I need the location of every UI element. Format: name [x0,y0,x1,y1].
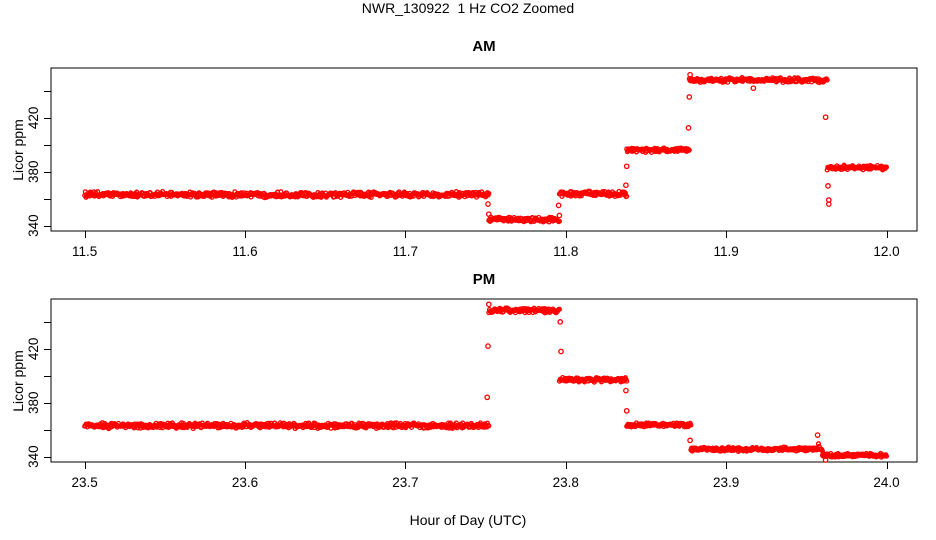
outlier-point [558,348,564,355]
outlier-point [623,387,629,394]
outlier-point [555,202,562,209]
y-tick-label: 380 [26,391,41,414]
outlier-point [750,85,757,92]
figure-title: NWR_130922 1 Hz CO2 Zoomed [361,0,575,16]
x-tick-label: 23.7 [392,475,418,490]
data-points [82,71,890,225]
x-tick-label: 23.9 [713,475,739,490]
x-tick-label: 11.9 [714,244,739,259]
x-tick-label: 12.0 [873,244,899,259]
outlier-point [556,212,563,219]
y-tick-label: 380 [26,160,41,183]
am-panel-title: AM [472,38,496,55]
pm-panel-title: PM [472,271,496,288]
outlier-point [687,437,693,444]
outlier-point [623,182,629,189]
outlier-point [685,125,692,131]
outlier-point [623,163,630,170]
outlier-point [485,301,492,308]
outlier-point [484,394,491,401]
outlier-point [485,211,492,218]
outlier-point [623,407,630,414]
outlier-point [822,457,829,463]
y-tick-label: 420 [26,338,41,361]
am-panel: 11.5 11.6 11.7 11.8 11.9 12.0 340 380 420 [26,67,918,259]
outlier-point [825,201,832,207]
y-tick-label: 340 [26,445,41,468]
x-tick-label: 11.6 [232,244,257,259]
outlier-point [557,319,564,325]
x-tick-label: 11.5 [72,244,97,259]
outlier-point [686,94,693,100]
x-tick-label: 11.7 [393,244,418,259]
outlier-point [825,183,831,189]
x-tick-label: 24.0 [873,475,899,490]
plot-box [50,67,918,232]
x-tick-label: 23.6 [232,475,258,490]
outlier-point [814,432,821,438]
pm-panel: 23.5 23.6 23.7 23.8 23.9 24.0 340 380 420 [26,298,918,490]
x-tick-label: 11.8 [553,244,578,259]
outlier-point [485,201,491,207]
y-tick-label: 340 [26,214,41,237]
data-points [82,301,890,463]
outlier-point [822,114,829,121]
plot-box [50,298,918,463]
y-tick-label: 420 [26,107,41,130]
x-axis-label: Hour of Day (UTC) [409,512,527,528]
outlier-point [485,343,491,349]
x-tick-label: 23.8 [553,475,579,490]
x-tick-label: 23.5 [72,475,98,490]
outlier-point [687,71,693,78]
